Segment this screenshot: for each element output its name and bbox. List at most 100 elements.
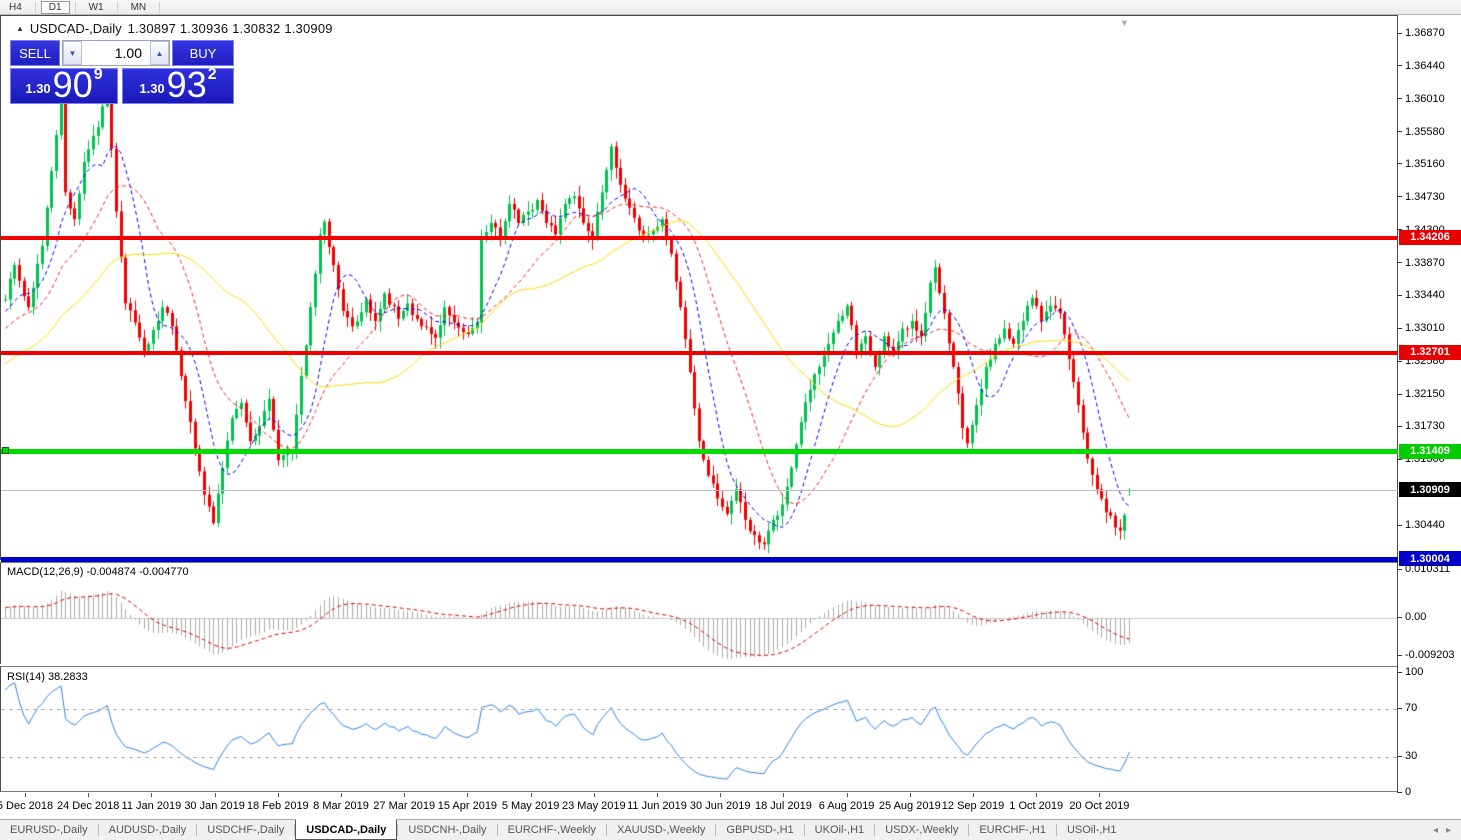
rsi-canvas[interactable]: [1, 667, 1398, 793]
date-label: 30 Jan 2019: [184, 800, 245, 812]
tab-scroll-right-icon[interactable]: ▸: [1445, 824, 1451, 836]
chart-tab-gbpusd[interactable]: GBPUSD-,H1: [726, 824, 794, 836]
volume-input[interactable]: 1.00: [114, 45, 142, 61]
tab-scroll-left-icon[interactable]: ◂: [1432, 824, 1438, 836]
date-label: 12 Sep 2019: [941, 800, 1005, 812]
macd-canvas[interactable]: [1, 563, 1398, 665]
tick-dash: [1398, 98, 1402, 100]
sell-button[interactable]: SELL: [10, 40, 60, 66]
tick-dash: [1398, 791, 1402, 793]
timeframe-button-mn[interactable]: MN: [130, 1, 147, 13]
chart-tab-audusd[interactable]: AUDUSD-,Daily: [108, 824, 187, 836]
time-axis[interactable]: 5 Dec 2018 24 Dec 2018 11 Jan 2019 30 Jan 2…: [0, 793, 1397, 819]
hline-handle[interactable]: [2, 447, 9, 455]
sell-price-pips: 90: [52, 64, 93, 105]
price-axis[interactable]: 1.36870 1.36440 1.36010 1.35580 1.35160 1.347…: [1397, 15, 1461, 798]
hline-resistance-2[interactable]: [1, 350, 1398, 355]
timeframe-button-w1[interactable]: W1: [88, 1, 104, 13]
tick-dash: [1398, 229, 1402, 231]
timeframe-button-d1[interactable]: D1: [40, 0, 70, 14]
price-tick: 1.35160: [1398, 157, 1445, 171]
price-tick: 1.36440: [1398, 59, 1445, 73]
tab-separator: [874, 824, 876, 836]
chart-tab-eurusd[interactable]: EURUSD-,Daily: [10, 824, 88, 836]
sell-price-point: 9: [93, 66, 103, 83]
buy-button[interactable]: BUY: [172, 40, 234, 66]
macd-axis-label: 0.010311: [1398, 563, 1450, 575]
price-chart-pane: ▼: [0, 15, 1398, 562]
macd-label: MACD(12,26,9) -0.004874 -0.004770: [7, 566, 189, 578]
volume-decrease-icon[interactable]: ▼: [63, 41, 82, 65]
date-label: 11 Jun 2019: [627, 800, 687, 812]
sell-price-button[interactable]: 1.30 90 9: [10, 64, 118, 105]
volume-increase-icon[interactable]: ▲: [150, 41, 169, 65]
price-tick: 1.30440: [1398, 518, 1445, 532]
chart-tab-bar: EURUSD-,Daily AUDUSD-,Daily USDCHF-,Daily U…: [0, 819, 1461, 840]
toolbar-separator: [74, 1, 76, 13]
date-label: 11 Jan 2019: [121, 800, 182, 812]
price-tick: 1.34730: [1398, 190, 1445, 204]
price-tag-1.30004: 1.30004: [1399, 551, 1461, 567]
date-tick: [88, 793, 90, 797]
panel-collapse-icon[interactable]: ▲: [16, 24, 24, 33]
tick-dash: [1398, 458, 1402, 460]
date-tick: [1099, 793, 1101, 797]
chart-tab-eurchf[interactable]: EURCHF-,H1: [979, 824, 1046, 836]
price-tag-1.30909: 1.30909: [1399, 482, 1461, 498]
date-tick: [214, 793, 216, 797]
date-label: 5 May 2019: [501, 800, 560, 812]
chart-tab-usdx[interactable]: USDX-,Weekly: [885, 824, 959, 836]
timeframe-button-h4[interactable]: H4: [9, 1, 22, 13]
date-label: 30 Jun 2019: [689, 800, 751, 812]
tab-separator: [968, 824, 970, 836]
buy-price-button[interactable]: 1.30 93 2: [122, 66, 234, 104]
date-tick: [341, 793, 342, 797]
tab-separator: [196, 824, 198, 836]
date-label: 18 Feb 2019: [246, 800, 309, 812]
chart-tab-eurchf[interactable]: EURCHF-,Weekly: [507, 824, 596, 836]
tick-dash: [1398, 755, 1402, 757]
tab-separator: [97, 824, 99, 836]
tick-dash: [1398, 196, 1402, 198]
chart-tab-xauusd[interactable]: XAUUSD-,Weekly: [616, 824, 706, 836]
toolbar-separator: [159, 1, 161, 13]
chart-tab-ukoil[interactable]: UKOil-,H1: [814, 824, 865, 836]
tick-dash: [1398, 294, 1402, 296]
chart-tab-usdchf[interactable]: USDCHF-,Daily: [207, 824, 285, 836]
macd-pane: [0, 562, 1398, 665]
tick-dash: [1398, 671, 1402, 673]
price-tag-1.31409: 1.31409: [1399, 443, 1461, 459]
date-label: 1 Oct 2019: [1009, 800, 1064, 812]
date-label: 27 Mar 2019: [373, 800, 436, 812]
chart-shift-marker-icon[interactable]: ▼: [1120, 18, 1129, 28]
price-chart-canvas[interactable]: [1, 16, 1398, 561]
date-label: 8 Mar 2019: [313, 800, 369, 812]
macd-axis-label: -0.009203: [1398, 649, 1455, 661]
date-tick: [151, 793, 153, 797]
tick-dash: [1398, 707, 1402, 709]
tick-dash: [1398, 568, 1402, 570]
price-tick: 1.36010: [1398, 92, 1445, 106]
chart-tab-usoil[interactable]: USOil-,H1: [1066, 824, 1117, 836]
date-label: 25 Aug 2019: [878, 800, 941, 812]
tick-dash: [1398, 32, 1402, 34]
rsi-level-30: [1, 757, 1398, 758]
price-tag-1.34206: 1.34206: [1399, 229, 1461, 245]
price-tick: 1.33440: [1398, 288, 1445, 302]
symbol-label: USDCAD-,Daily: [29, 21, 122, 36]
hline-support-blue[interactable]: [1, 556, 1398, 562]
hline-support-green[interactable]: [1, 449, 1398, 455]
tick-dash: [1398, 262, 1402, 264]
toolbar-separator: [34, 1, 36, 13]
tab-separator: [294, 824, 296, 836]
date-label: 20 Oct 2019: [1069, 800, 1130, 812]
chart-region: ▼ ▲ USDCAD-,Daily 1.30897 1.30936 1.3083…: [0, 15, 1461, 819]
chart-tab-usdcnh[interactable]: USDCNH-,Daily: [408, 824, 487, 836]
rsi-label: RSI(14) 38.2833: [7, 671, 88, 683]
hline-resistance-1[interactable]: [1, 235, 1398, 240]
toolbar-separator: [116, 1, 118, 13]
timeframe-toolbar: H4 D1 W1 MN: [0, 0, 1461, 15]
chart-tab-usdcad[interactable]: USDCAD-,Daily: [295, 819, 398, 840]
buy-price-base: 1.30: [139, 81, 165, 96]
date-tick: [593, 793, 595, 797]
